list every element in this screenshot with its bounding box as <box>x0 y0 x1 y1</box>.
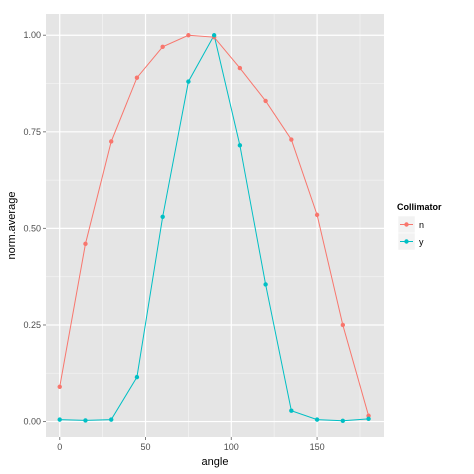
legend: Collimator ny <box>397 202 442 251</box>
data-point-n <box>263 98 268 104</box>
data-point-y <box>83 418 88 423</box>
y-tick-label: 0.00 <box>23 417 41 427</box>
legend-title: Collimator <box>397 202 442 212</box>
x-tick-label: 100 <box>224 442 239 452</box>
data-point-n <box>340 322 346 328</box>
data-point-y <box>211 33 217 38</box>
minor-gridlines <box>46 14 384 437</box>
data-point-n <box>83 241 88 247</box>
data-point-y <box>340 418 346 423</box>
y-tick-label: 0.75 <box>23 127 41 137</box>
legend-label-n: n <box>419 220 424 230</box>
data-point-n <box>57 384 62 389</box>
x-tick-label: 0 <box>57 442 62 452</box>
x-tick-label: 150 <box>310 442 325 452</box>
x-tick-label: 50 <box>141 442 151 452</box>
data-point-n <box>186 33 191 38</box>
y-axis-ticks: 0.00 0.25 0.50 0.75 1.00 <box>23 30 46 427</box>
data-point-y <box>314 417 320 422</box>
data-point-y <box>237 143 243 148</box>
data-point-n <box>366 413 371 418</box>
data-point-n <box>134 75 140 80</box>
data-point-n <box>289 137 294 142</box>
data-point-y <box>108 417 114 422</box>
y-tick-label: 1.00 <box>23 30 41 40</box>
legend-key-point-n <box>404 222 409 227</box>
series-layer <box>57 33 371 423</box>
data-point-y <box>263 282 268 287</box>
data-point-y <box>57 417 62 422</box>
data-point-y <box>160 214 165 220</box>
data-point-n <box>237 65 243 71</box>
data-point-n <box>160 44 165 50</box>
y-tick-label: 0.50 <box>23 223 41 233</box>
major-gridlines <box>46 14 384 437</box>
data-point-y <box>289 408 294 413</box>
y-tick-label: 0.25 <box>23 320 41 330</box>
x-axis-ticks: 0 50 100 150 <box>57 437 325 452</box>
legend-label-y: y <box>419 237 424 247</box>
data-point-y <box>366 416 371 422</box>
data-point-n <box>314 212 320 218</box>
data-point-n <box>108 139 114 144</box>
data-point-y <box>134 374 140 380</box>
data-point-y <box>186 79 191 84</box>
y-axis-title: norm.average <box>6 192 18 260</box>
x-axis-title: angle <box>202 456 229 468</box>
legend-key-point-y <box>404 239 409 244</box>
